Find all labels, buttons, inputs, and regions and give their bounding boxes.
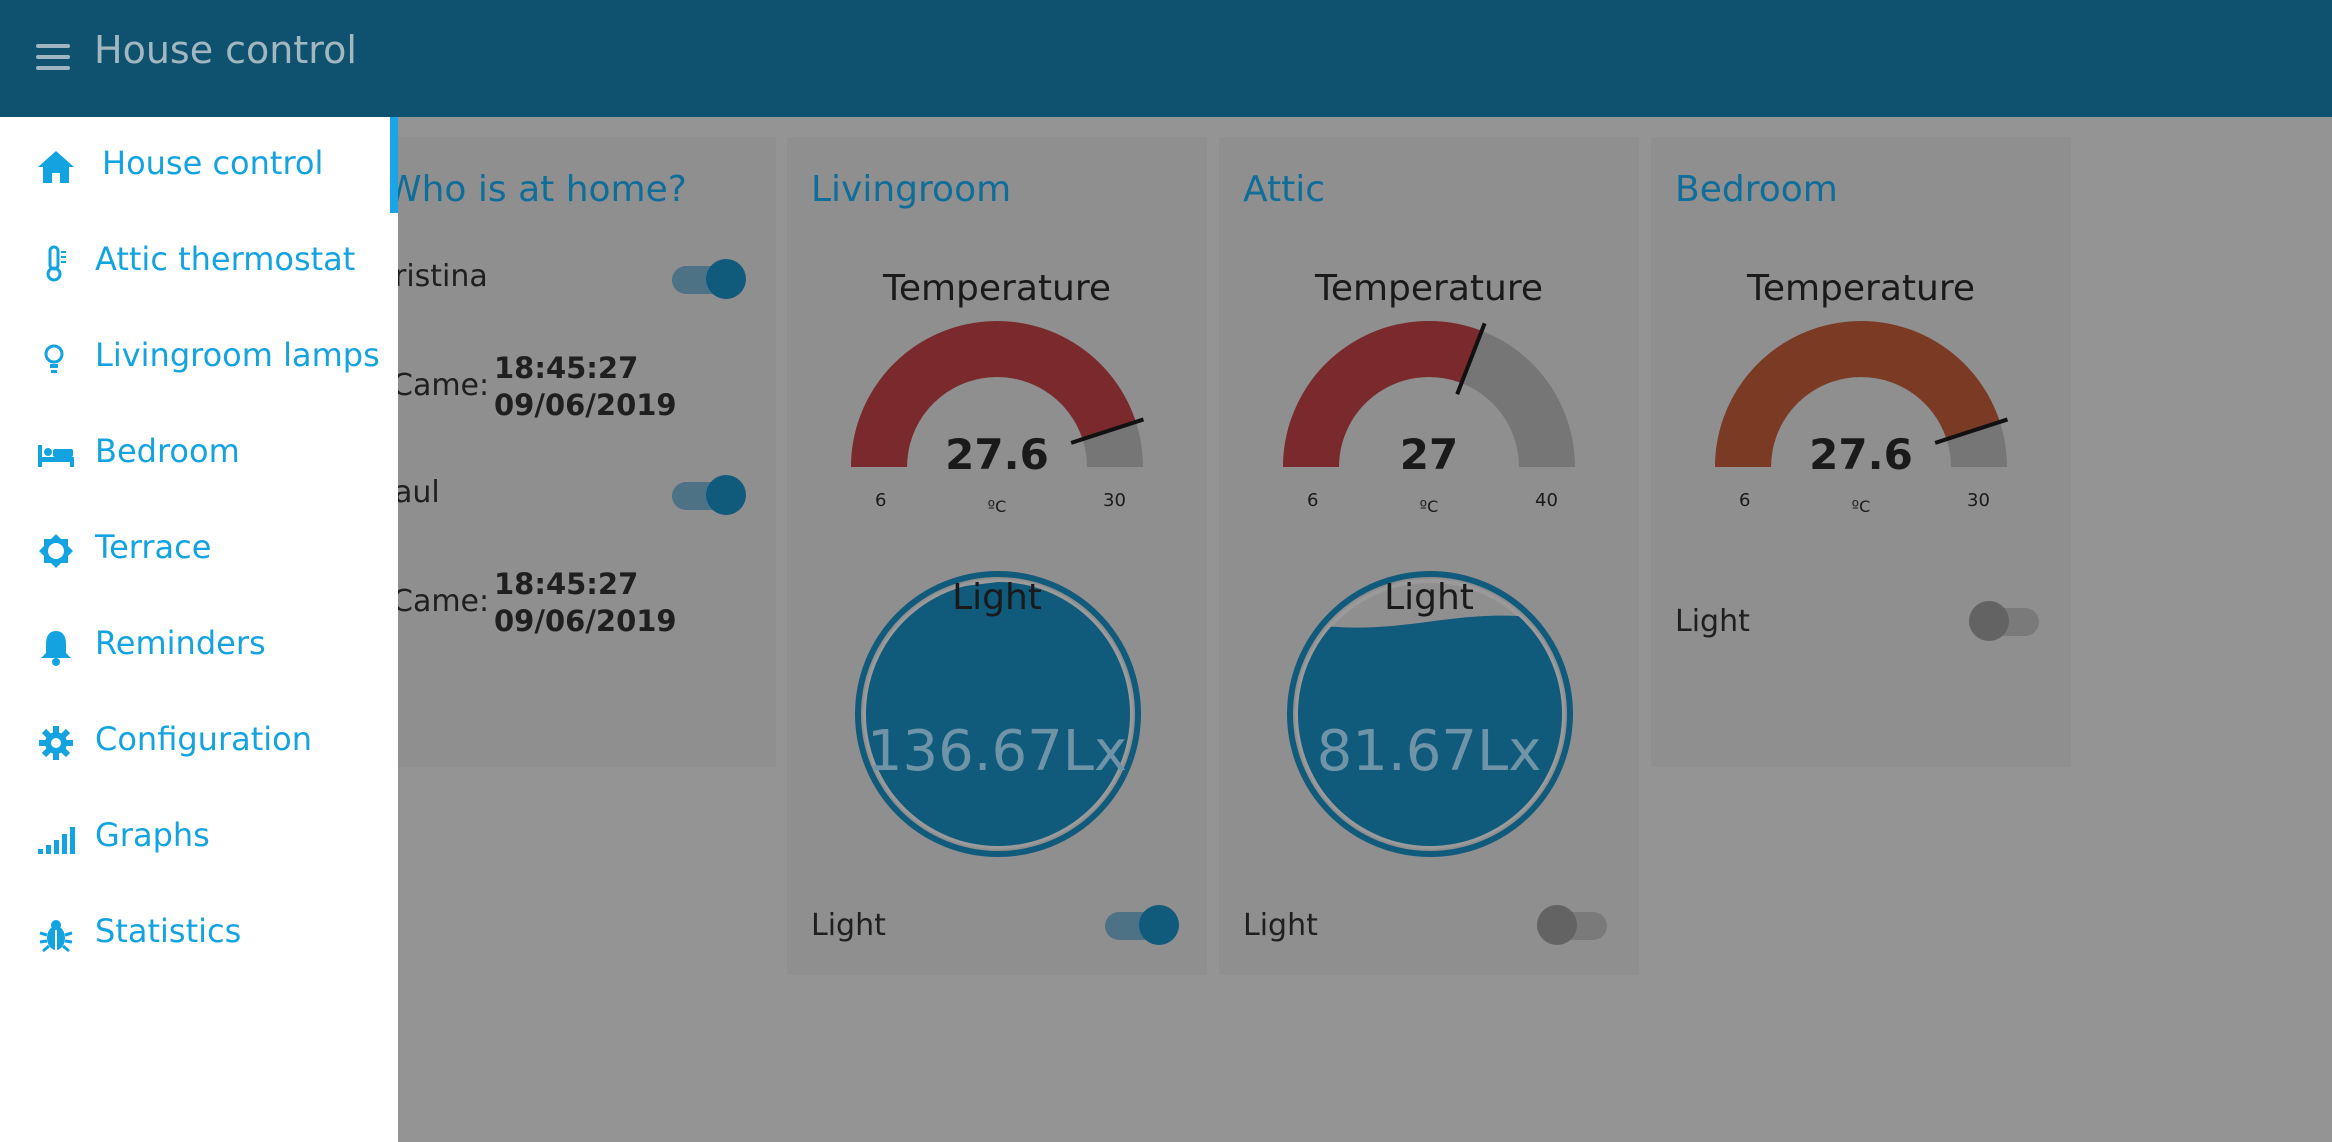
sidebar-item-statistics[interactable]: Statistics bbox=[0, 885, 398, 981]
sun-icon bbox=[39, 534, 73, 568]
light-switch-label: Light bbox=[1243, 908, 1318, 943]
sidebar-item-label: Configuration bbox=[95, 720, 313, 758]
gauge-unit: ºC bbox=[987, 497, 1007, 516]
toggle-knob bbox=[706, 475, 746, 515]
sidebar-item-livingroom-lamps[interactable]: Livingroom lamps bbox=[0, 309, 398, 405]
came-label: Came: bbox=[392, 584, 490, 619]
sidebar-item-label: Attic thermostat bbox=[95, 240, 356, 278]
light-level-gauge bbox=[1287, 571, 1573, 857]
came-date: 09/06/2019 bbox=[494, 604, 677, 638]
gauge-max-label: 30 bbox=[1967, 490, 1990, 511]
sidebar-item-label: Graphs bbox=[95, 816, 210, 854]
sidebar-item-label: Livingroom lamps bbox=[95, 336, 380, 374]
sidebar-item-graphs[interactable]: Graphs bbox=[0, 789, 398, 885]
light-gauge-title: Light bbox=[1384, 577, 1474, 618]
gauge-needle bbox=[1934, 417, 2009, 445]
sidebar-item-terrace[interactable]: Terrace bbox=[0, 501, 398, 597]
came-time: 18:45:27 bbox=[494, 351, 639, 385]
hamburger-menu-icon[interactable] bbox=[34, 40, 74, 76]
sidebar-item-label: House control bbox=[102, 144, 324, 182]
light-gauge-ring bbox=[1287, 571, 1573, 857]
light-gauge-ring bbox=[855, 571, 1141, 857]
sidebar-item-label: Statistics bbox=[95, 912, 242, 950]
gauge-unit: ºC bbox=[1419, 497, 1439, 516]
light-gauge-title: Light bbox=[952, 577, 1042, 618]
home-icon bbox=[38, 151, 74, 183]
attic-card: Attic Temperature 27 6 40 ºC Light 81.67… bbox=[1219, 137, 1639, 975]
person-name: ristina bbox=[394, 259, 488, 294]
signal-bars-icon bbox=[38, 827, 75, 854]
temperature-value: 27.6 bbox=[945, 430, 1049, 479]
light-switch-label: Light bbox=[1675, 604, 1750, 639]
gauge-max-label: 30 bbox=[1103, 490, 1126, 511]
came-time: 18:45:27 bbox=[494, 567, 639, 601]
gauge-value-arc bbox=[1715, 321, 2000, 468]
temperature-value: 27 bbox=[1399, 430, 1459, 479]
light-gauge-inner-ring bbox=[863, 579, 1133, 849]
card-title: Bedroom bbox=[1675, 169, 1838, 210]
light-fill bbox=[1298, 615, 1562, 846]
toggle-knob bbox=[1969, 601, 2009, 641]
dashboard: Who is at home? ristina Came: 18:45:27 0… bbox=[0, 117, 2332, 1142]
temperature-gauge-title: Temperature bbox=[1746, 268, 1976, 309]
gauge-needle bbox=[1070, 417, 1145, 445]
toggle-knob bbox=[706, 259, 746, 299]
sidebar-item-bedroom[interactable]: Bedroom bbox=[0, 405, 398, 501]
bug-icon bbox=[39, 920, 73, 953]
home-presence-card: Who is at home? ristina Came: 18:45:27 0… bbox=[368, 137, 776, 767]
card-title: Livingroom bbox=[811, 169, 1012, 210]
gear-icon bbox=[39, 726, 73, 760]
thermometer-icon bbox=[46, 245, 66, 282]
gauge-min-label: 6 bbox=[1307, 490, 1319, 511]
toggle-knob bbox=[1537, 905, 1577, 945]
bell-icon bbox=[41, 631, 71, 666]
came-timestamp: 18:45:27 09/06/2019 bbox=[494, 350, 677, 424]
gauge-min-label: 6 bbox=[1739, 490, 1751, 511]
gauge-max-label: 40 bbox=[1535, 490, 1558, 511]
temperature-gauge bbox=[1715, 321, 2009, 468]
sidebar-item-reminders[interactable]: Reminders bbox=[0, 597, 398, 693]
temperature-gauge-title: Temperature bbox=[882, 268, 1112, 309]
presence-toggle[interactable] bbox=[672, 259, 746, 299]
livingroom-card: Livingroom Temperature 27.6 6 30 ºC Ligh… bbox=[787, 137, 1207, 975]
sidebar-item-label: Terrace bbox=[95, 528, 212, 566]
sidebar-item-label: Reminders bbox=[95, 624, 266, 662]
sidebar-item-attic-thermostat[interactable]: Attic thermostat bbox=[0, 213, 398, 309]
card-title: Who is at home? bbox=[386, 169, 687, 210]
light-value: 136.67Lx bbox=[866, 719, 1128, 784]
gauge-min-label: 6 bbox=[875, 490, 887, 511]
sidebar-item-configuration[interactable]: Configuration bbox=[0, 693, 398, 789]
presence-toggle[interactable] bbox=[672, 475, 746, 515]
temperature-gauge bbox=[1283, 321, 1575, 468]
temperature-gauge bbox=[851, 321, 1145, 468]
gauge-value-arc bbox=[851, 321, 1136, 468]
light-level-gauge bbox=[855, 571, 1141, 857]
toggle-knob bbox=[1139, 905, 1179, 945]
light-value: 81.67Lx bbox=[1316, 719, 1542, 784]
light-gauge-inner-ring bbox=[1295, 579, 1565, 849]
temperature-gauge-title: Temperature bbox=[1314, 268, 1544, 309]
bedroom-card: Bedroom Temperature 27.6 6 30 ºC Light bbox=[1651, 137, 2071, 767]
top-app-bar: House control bbox=[0, 0, 2332, 117]
card-title: Attic bbox=[1243, 169, 1326, 210]
gauge-needle bbox=[1455, 322, 1487, 395]
light-toggle[interactable] bbox=[1969, 601, 2041, 641]
bed-icon bbox=[38, 445, 74, 467]
app-title: House control bbox=[94, 28, 357, 72]
sidebar-item-label: Bedroom bbox=[95, 432, 240, 470]
gauge-value-arc bbox=[1283, 321, 1482, 468]
gauge-unit: ºC bbox=[1851, 497, 1871, 516]
lightbulb-icon bbox=[44, 344, 64, 373]
light-toggle[interactable] bbox=[1105, 905, 1179, 945]
person-name: aul bbox=[394, 475, 440, 510]
came-date: 09/06/2019 bbox=[494, 388, 677, 422]
came-timestamp: 18:45:27 09/06/2019 bbox=[494, 566, 677, 640]
came-label: Came: bbox=[392, 368, 490, 403]
navigation-drawer: House control Attic thermostat Livingroo… bbox=[0, 117, 398, 1142]
sidebar-item-house-control[interactable]: House control bbox=[0, 117, 398, 213]
light-toggle[interactable] bbox=[1537, 905, 1609, 945]
temperature-value: 27.6 bbox=[1809, 430, 1913, 479]
light-switch-label: Light bbox=[811, 908, 886, 943]
light-fill bbox=[866, 582, 1130, 846]
